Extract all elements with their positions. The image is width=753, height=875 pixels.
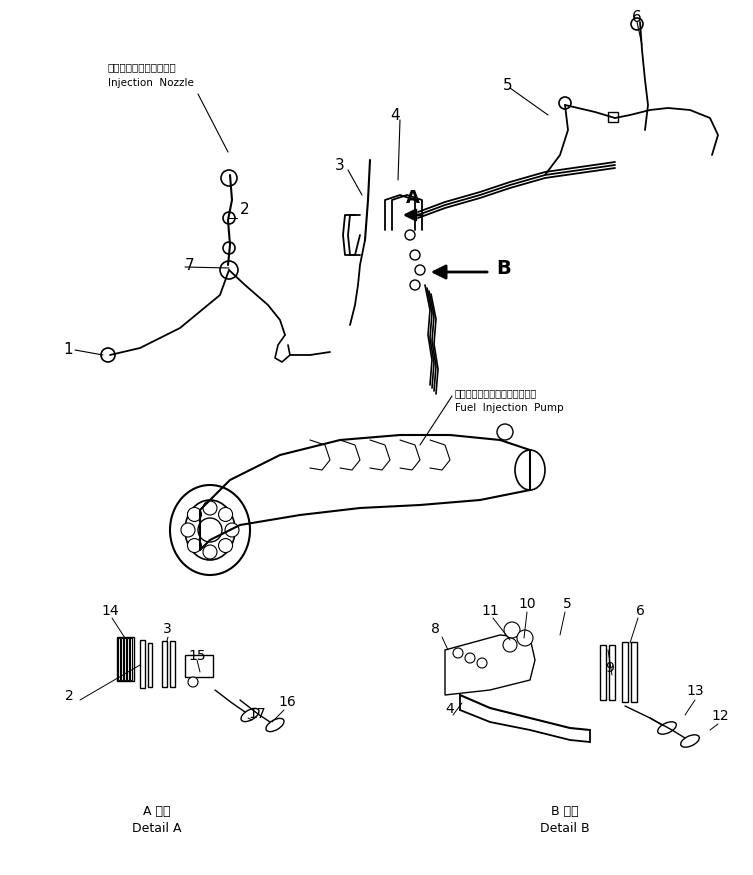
- Bar: [631, 642, 637, 702]
- Ellipse shape: [266, 718, 284, 732]
- Circle shape: [181, 523, 195, 537]
- Text: 3: 3: [335, 158, 345, 172]
- Circle shape: [410, 280, 420, 290]
- Bar: [622, 642, 628, 702]
- Text: フェルインジェクションポンプ: フェルインジェクションポンプ: [455, 388, 537, 398]
- Bar: [600, 645, 606, 700]
- Text: 6: 6: [636, 604, 645, 618]
- Text: 1: 1: [63, 342, 73, 358]
- Text: 16: 16: [278, 695, 296, 709]
- Ellipse shape: [170, 485, 250, 575]
- Text: B 詳細: B 詳細: [551, 805, 579, 818]
- Ellipse shape: [681, 735, 700, 747]
- Text: Injection  Nozzle: Injection Nozzle: [108, 78, 194, 88]
- Circle shape: [218, 538, 233, 552]
- Text: 6: 6: [632, 10, 642, 25]
- Text: 3: 3: [163, 622, 172, 636]
- Bar: [162, 641, 167, 687]
- Text: 8: 8: [431, 622, 440, 636]
- Text: 9: 9: [605, 661, 614, 675]
- Ellipse shape: [515, 450, 545, 490]
- Text: 5: 5: [562, 597, 572, 611]
- Circle shape: [225, 523, 239, 537]
- Bar: [140, 640, 145, 688]
- Ellipse shape: [185, 500, 235, 560]
- Text: 4: 4: [446, 702, 454, 716]
- Circle shape: [465, 653, 475, 663]
- Ellipse shape: [657, 722, 676, 734]
- Circle shape: [503, 638, 517, 652]
- Bar: [118, 638, 120, 680]
- Text: 13: 13: [686, 684, 704, 698]
- Ellipse shape: [241, 709, 259, 722]
- Circle shape: [220, 261, 238, 279]
- Circle shape: [223, 212, 235, 224]
- Text: Fuel  Injection  Pump: Fuel Injection Pump: [455, 403, 564, 413]
- Text: 2: 2: [240, 202, 250, 218]
- Text: A 詳細: A 詳細: [143, 805, 171, 818]
- Circle shape: [187, 538, 202, 552]
- Text: 10: 10: [518, 597, 536, 611]
- Text: 12: 12: [711, 709, 729, 723]
- Bar: [148, 643, 152, 687]
- Bar: [117, 637, 134, 681]
- Circle shape: [631, 18, 643, 30]
- Circle shape: [559, 97, 571, 109]
- Bar: [127, 638, 129, 680]
- Circle shape: [415, 265, 425, 275]
- Text: 17: 17: [248, 707, 266, 721]
- Circle shape: [203, 545, 217, 559]
- Bar: [130, 638, 132, 680]
- Circle shape: [101, 348, 115, 362]
- Circle shape: [221, 170, 237, 186]
- Circle shape: [410, 250, 420, 260]
- Text: 5: 5: [503, 78, 513, 93]
- Text: インジェクションノズル: インジェクションノズル: [108, 62, 177, 72]
- Text: 7: 7: [185, 257, 195, 272]
- Text: 15: 15: [188, 649, 206, 663]
- Bar: [124, 638, 126, 680]
- Circle shape: [187, 507, 202, 522]
- Bar: [170, 641, 175, 687]
- Circle shape: [477, 658, 487, 668]
- Bar: [185, 655, 213, 677]
- Circle shape: [223, 242, 235, 254]
- Circle shape: [203, 501, 217, 515]
- Circle shape: [453, 648, 463, 658]
- Circle shape: [198, 518, 222, 542]
- Circle shape: [218, 507, 233, 522]
- Circle shape: [497, 424, 513, 440]
- Polygon shape: [445, 635, 535, 695]
- Text: 14: 14: [101, 604, 119, 618]
- Text: Detail A: Detail A: [133, 822, 181, 835]
- Text: A: A: [406, 189, 420, 207]
- Text: 4: 4: [390, 108, 400, 123]
- Text: B: B: [496, 258, 511, 277]
- Bar: [609, 645, 615, 700]
- Circle shape: [504, 622, 520, 638]
- Circle shape: [188, 677, 198, 687]
- Bar: [121, 638, 123, 680]
- Text: 11: 11: [481, 604, 499, 618]
- Bar: [608, 112, 618, 122]
- Circle shape: [405, 230, 415, 240]
- Text: 2: 2: [65, 689, 74, 703]
- Text: Detail B: Detail B: [540, 822, 590, 835]
- Circle shape: [517, 630, 533, 646]
